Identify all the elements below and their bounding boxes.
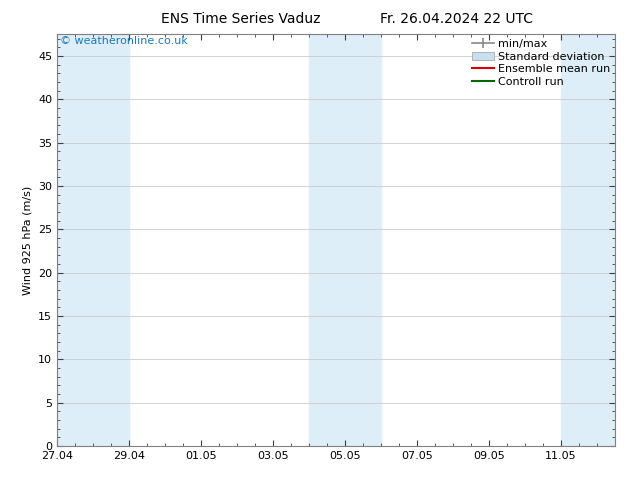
Bar <box>561 34 615 446</box>
Bar <box>309 34 381 446</box>
Text: Fr. 26.04.2024 22 UTC: Fr. 26.04.2024 22 UTC <box>380 12 533 26</box>
Bar <box>57 34 129 446</box>
Text: © weatheronline.co.uk: © weatheronline.co.uk <box>60 36 188 47</box>
Legend: min/max, Standard deviation, Ensemble mean run, Controll run: min/max, Standard deviation, Ensemble me… <box>469 37 612 89</box>
Text: ENS Time Series Vaduz: ENS Time Series Vaduz <box>161 12 321 26</box>
Y-axis label: Wind 925 hPa (m/s): Wind 925 hPa (m/s) <box>23 186 32 294</box>
